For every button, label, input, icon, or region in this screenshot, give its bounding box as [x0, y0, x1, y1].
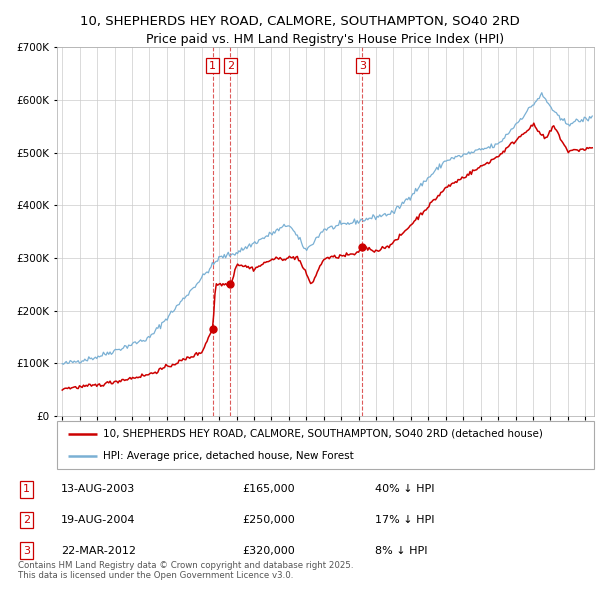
Text: Contains HM Land Registry data © Crown copyright and database right 2025.
This d: Contains HM Land Registry data © Crown c…	[18, 560, 353, 580]
Text: 8% ↓ HPI: 8% ↓ HPI	[375, 546, 427, 556]
Text: £165,000: £165,000	[242, 484, 295, 494]
Text: 3: 3	[23, 546, 30, 556]
Text: 2: 2	[227, 61, 234, 71]
Title: Price paid vs. HM Land Registry's House Price Index (HPI): Price paid vs. HM Land Registry's House …	[146, 33, 505, 46]
Text: 1: 1	[209, 61, 216, 71]
Text: 3: 3	[359, 61, 366, 71]
Text: £250,000: £250,000	[242, 515, 295, 525]
Text: 17% ↓ HPI: 17% ↓ HPI	[375, 515, 434, 525]
Text: 19-AUG-2004: 19-AUG-2004	[61, 515, 136, 525]
Text: 2: 2	[23, 515, 30, 525]
Text: 13-AUG-2003: 13-AUG-2003	[61, 484, 135, 494]
Text: HPI: Average price, detached house, New Forest: HPI: Average price, detached house, New …	[103, 451, 353, 461]
Text: 10, SHEPHERDS HEY ROAD, CALMORE, SOUTHAMPTON, SO40 2RD (detached house): 10, SHEPHERDS HEY ROAD, CALMORE, SOUTHAM…	[103, 429, 542, 439]
FancyBboxPatch shape	[57, 421, 594, 469]
Text: 10, SHEPHERDS HEY ROAD, CALMORE, SOUTHAMPTON, SO40 2RD: 10, SHEPHERDS HEY ROAD, CALMORE, SOUTHAM…	[80, 15, 520, 28]
Text: 22-MAR-2012: 22-MAR-2012	[61, 546, 136, 556]
Text: £320,000: £320,000	[242, 546, 295, 556]
Text: 40% ↓ HPI: 40% ↓ HPI	[375, 484, 434, 494]
Text: 1: 1	[23, 484, 30, 494]
